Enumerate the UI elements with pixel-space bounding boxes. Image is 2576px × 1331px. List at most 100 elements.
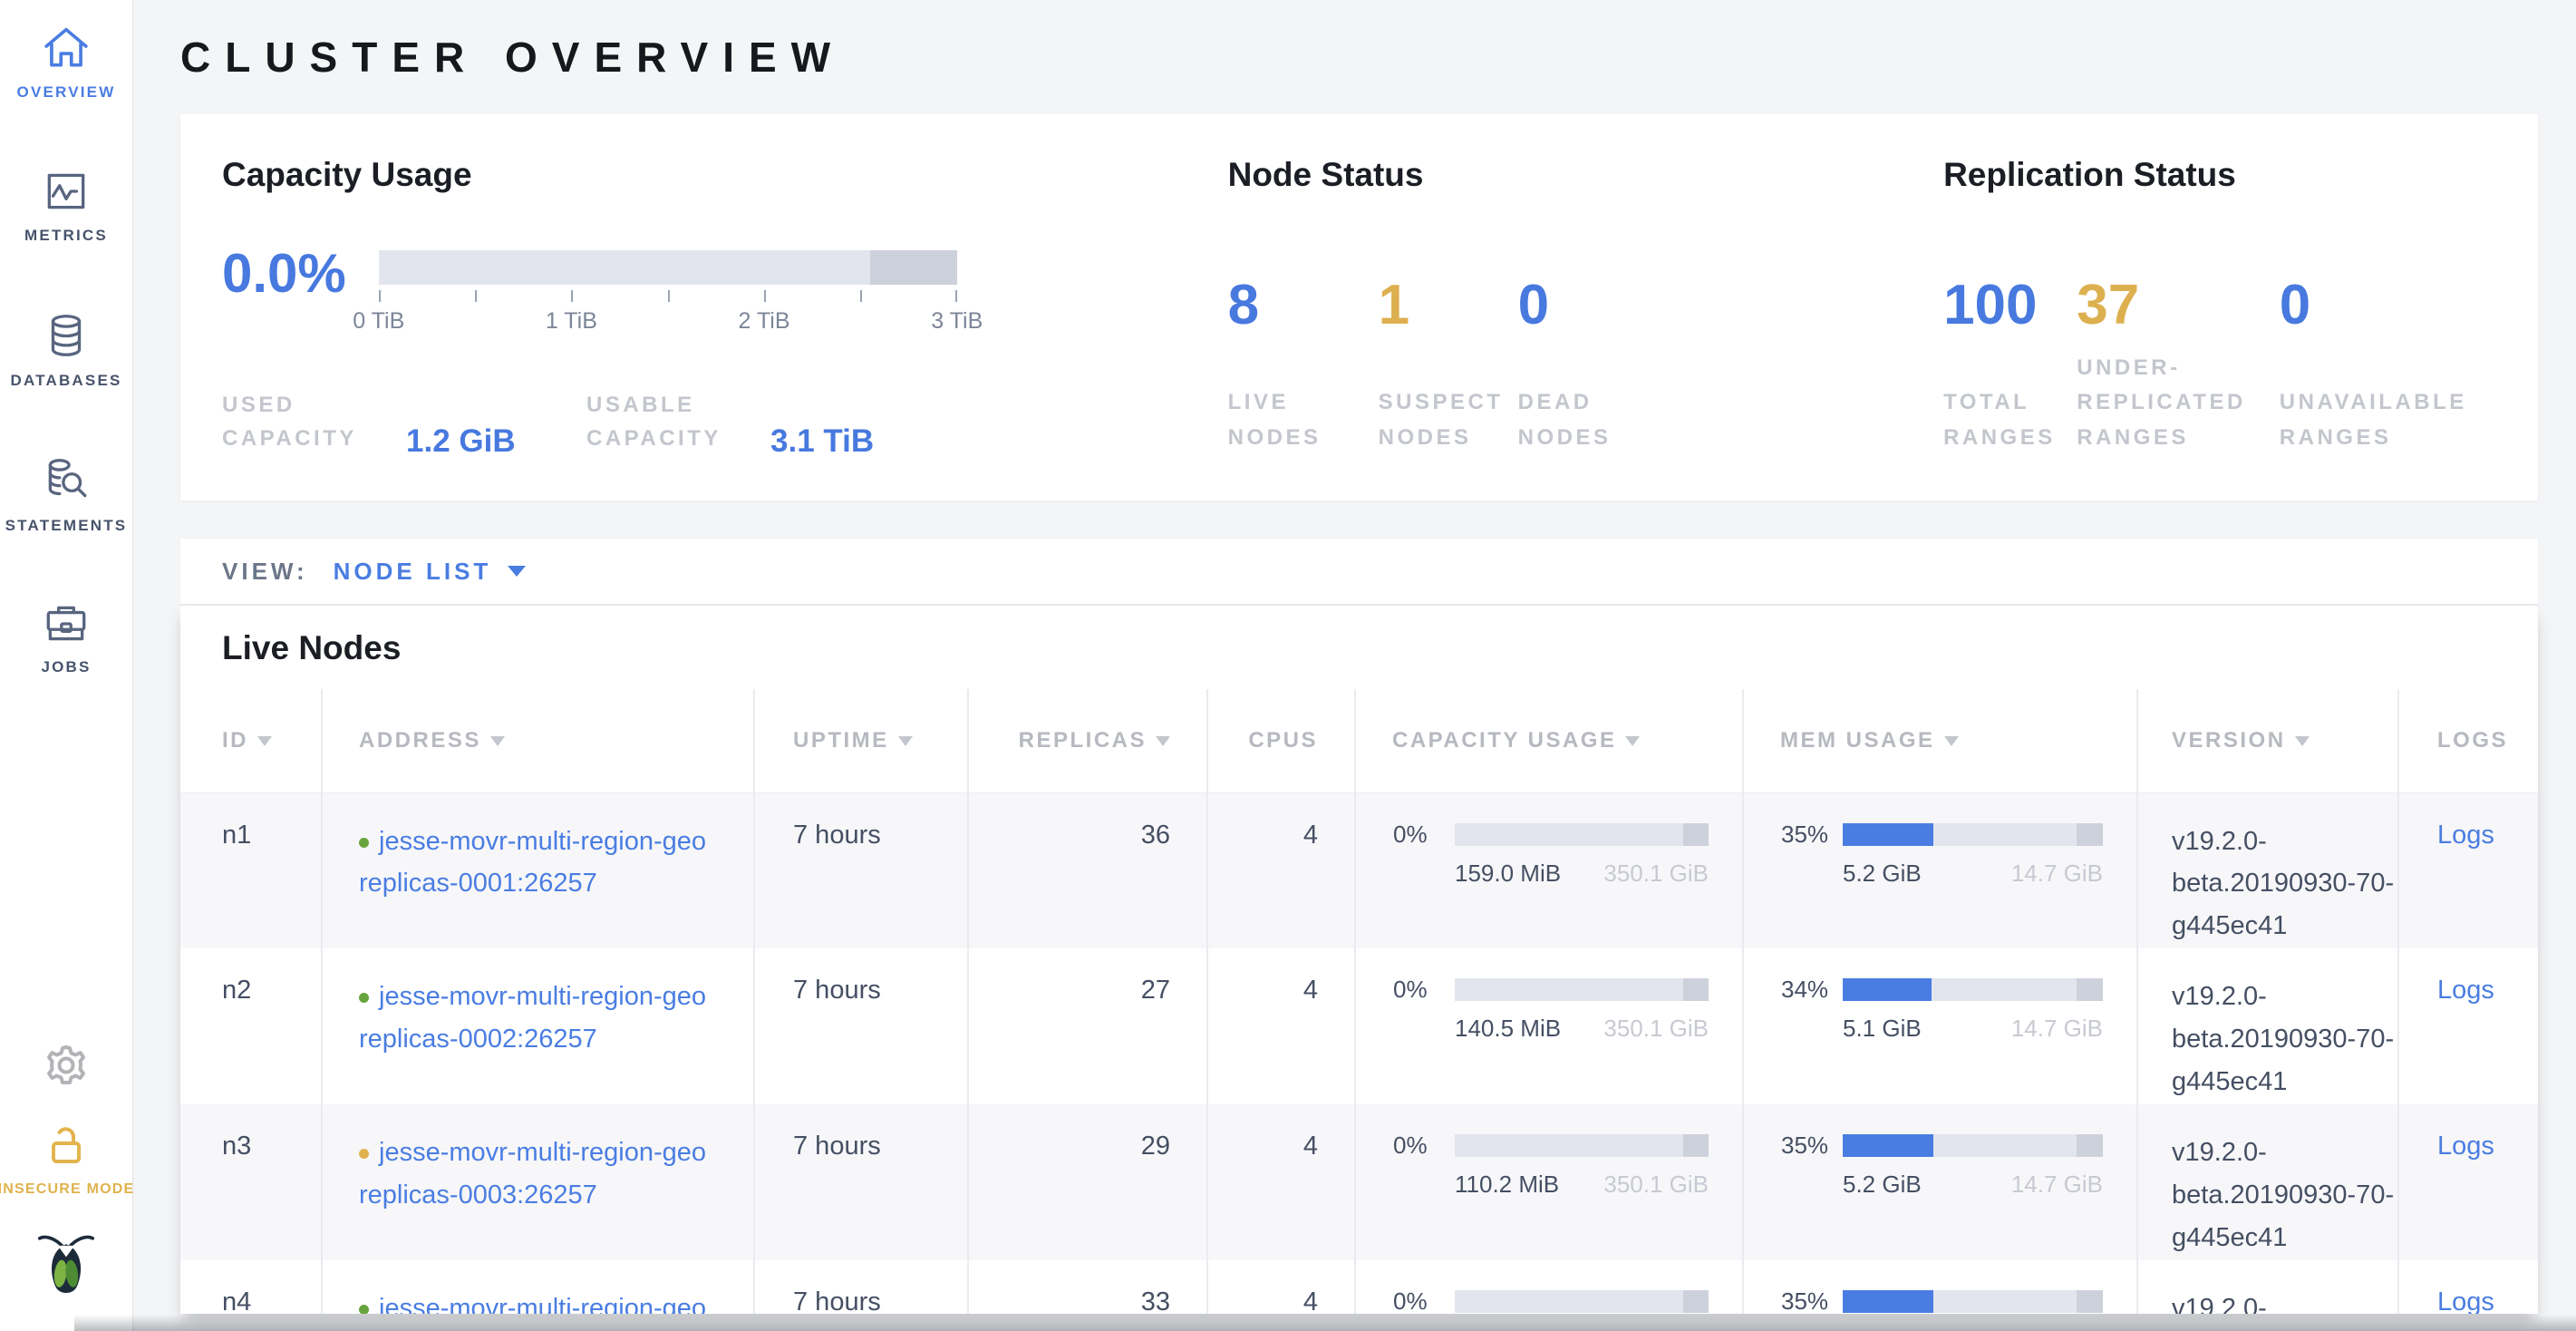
- gauge-tick-label: 2 TiB: [738, 308, 790, 334]
- used-capacity-value: 1.2 GiB: [406, 423, 516, 459]
- capacity-usage-title: Capacity Usage: [222, 156, 472, 193]
- suspect-nodes-stat: 1 SUSPECT NODES: [1379, 194, 1518, 455]
- capacity-used-value: 140.5 MiB: [1455, 1015, 1562, 1043]
- node-address-link[interactable]: jesse-movr-multi-region-geo: [379, 1138, 706, 1168]
- capacity-usage-bar: [1455, 1290, 1709, 1314]
- replication-status-section: Replication Status 100 TOTAL RANGES 37 U…: [1943, 156, 2496, 455]
- sort-arrow-icon: [2294, 735, 2310, 746]
- node-address-cell: jesse-movr-multi-region-geo replicas-000…: [322, 1104, 755, 1261]
- suspect-nodes-count: 1: [1378, 274, 1410, 336]
- sidebar: OVERVIEW METRICS DATABASES: [0, 0, 133, 1331]
- sort-arrow-icon: [1943, 735, 1959, 746]
- sidebar-item-label: DATABASES: [10, 372, 122, 389]
- sidebar-item-label: STATEMENTS: [5, 517, 128, 534]
- suspect-nodes-label: SUSPECT NODES: [1378, 390, 1504, 450]
- column-header-address[interactable]: ADDRESS: [322, 689, 755, 793]
- view-dropdown[interactable]: NODE LIST: [334, 558, 527, 586]
- node-id-cell: n2: [180, 948, 323, 1105]
- metrics-icon: [41, 167, 92, 216]
- node-status-dot: [359, 1305, 369, 1314]
- sort-arrow-icon: [1156, 735, 1170, 746]
- column-header-mem-usage[interactable]: MEM USAGE: [1743, 689, 2138, 793]
- node-capacity-cell: 0% 106.9 MiB 350.1 GiB: [1355, 1260, 1744, 1314]
- memory-usage-bar: [1843, 1134, 2103, 1158]
- sort-arrow-icon: [257, 735, 272, 746]
- node-version-cell: v19.2.0-beta.20190930-70-g445ec41: [2137, 1260, 2399, 1314]
- node-status-section: Node Status 8 LIVE NODES 1 SUSPECT NODES…: [1228, 156, 1943, 455]
- node-address-link[interactable]: jesse-movr-multi-region-geo: [379, 826, 706, 856]
- under-replicated-ranges-label: UNDER-REPLICATED RANGES: [2077, 355, 2246, 450]
- logs-link[interactable]: Logs: [2437, 976, 2494, 1006]
- capacity-percent-label: 0%: [1393, 976, 1428, 1004]
- unavailable-ranges-label: UNAVAILABLE RANGES: [2279, 390, 2467, 450]
- node-status-title: Node Status: [1227, 156, 1424, 193]
- usable-capacity-value: 3.1 TiB: [770, 423, 875, 459]
- node-address-link[interactable]: replicas-0002:26257: [359, 1024, 597, 1054]
- node-status-dot: [359, 993, 369, 1004]
- briefcase-icon: [41, 600, 92, 647]
- column-header-uptime[interactable]: UPTIME: [754, 689, 969, 793]
- gauge-tick-label: 1 TiB: [545, 308, 597, 334]
- sort-arrow-icon: [489, 735, 505, 746]
- sidebar-item-label: METRICS: [24, 227, 108, 244]
- memory-usage-bar: [1843, 978, 2103, 1002]
- sidebar-item-label: JOBS: [41, 658, 92, 675]
- gauge-tick-label: 3 TiB: [931, 308, 983, 334]
- capacity-gauge-reserved-segment: [870, 250, 957, 285]
- sidebar-item-statements[interactable]: STATEMENTS: [5, 455, 128, 535]
- table-row: n1 jesse-movr-multi-region-geo replicas-…: [180, 792, 2538, 949]
- node-status-dot: [359, 837, 369, 848]
- capacity-gauge: 0.0% 0 TiB 1 TiB 2 TiB 3 T: [222, 239, 1228, 335]
- logs-link[interactable]: Logs: [2437, 820, 2494, 850]
- node-id-cell: n3: [180, 1104, 323, 1261]
- column-header-replicas[interactable]: REPLICAS: [968, 689, 1208, 793]
- live-nodes-stat: 8 LIVE NODES: [1228, 194, 1379, 455]
- node-address-link[interactable]: replicas-0003:26257: [359, 1180, 597, 1210]
- usable-capacity-label: USABLE CAPACITY: [586, 392, 721, 451]
- sort-arrow-icon: [1625, 735, 1641, 746]
- node-replicas-cell: 27: [968, 948, 1208, 1105]
- memory-percent-label: 34%: [1781, 976, 1829, 1004]
- node-cpus-cell: 4: [1207, 792, 1356, 949]
- sidebar-item-databases[interactable]: DATABASES: [10, 310, 121, 390]
- node-address-link[interactable]: replicas-0001:26257: [359, 868, 597, 898]
- column-header-capacity-usage[interactable]: CAPACITY USAGE: [1355, 689, 1744, 793]
- capacity-stats: USED CAPACITY 1.2 GiB USABLE CAPACITY 3.…: [222, 388, 1228, 459]
- node-id-cell: n4: [180, 1260, 323, 1314]
- node-memory-cell: 35% 5.2 GiB 14.7 GiB: [1743, 1104, 2138, 1261]
- logs-link[interactable]: Logs: [2437, 1287, 2494, 1314]
- sort-arrow-icon: [897, 735, 913, 746]
- live-nodes-card: Live Nodes ID ADDRESS UPTIME REPLICAS CP…: [180, 606, 2538, 1314]
- capacity-usage-bar: [1455, 978, 1709, 1002]
- cockroachdb-bug-logo: [36, 1229, 96, 1306]
- column-header-version[interactable]: VERSION: [2137, 689, 2399, 793]
- usable-capacity-stat: USABLE CAPACITY 3.1 TiB: [586, 388, 951, 459]
- used-capacity-stat: USED CAPACITY 1.2 GiB: [222, 388, 586, 459]
- sidebar-item-jobs[interactable]: JOBS: [41, 600, 92, 676]
- total-ranges-stat: 100 TOTAL RANGES: [1943, 194, 2077, 455]
- dead-nodes-count: 0: [1517, 274, 1550, 336]
- settings-gear-icon[interactable]: [43, 1042, 90, 1093]
- insecure-mode-label: INSECURE MODE: [0, 1181, 135, 1197]
- node-status-dot: [359, 1149, 369, 1160]
- page-title: CLUSTER OVERVIEW: [180, 34, 846, 81]
- capacity-percent-label: 0%: [1393, 1132, 1428, 1160]
- sidebar-item-overview[interactable]: OVERVIEW: [17, 20, 116, 102]
- table-header-row: ID ADDRESS UPTIME REPLICAS CPUS CAPACITY…: [180, 689, 2538, 793]
- statements-icon: [40, 455, 92, 506]
- live-nodes-label: LIVE NODES: [1227, 390, 1322, 450]
- node-logs-cell: Logs: [2398, 792, 2538, 948]
- sidebar-bottom: INSECURE MODE: [0, 1042, 134, 1306]
- node-id-cell: n1: [180, 792, 323, 949]
- node-address-link[interactable]: jesse-movr-multi-region-geo: [379, 1294, 706, 1314]
- live-nodes-count: 8: [1227, 274, 1260, 336]
- logs-link[interactable]: Logs: [2437, 1132, 2494, 1161]
- node-replicas-cell: 33: [968, 1260, 1208, 1314]
- capacity-usage-section: Capacity Usage 0.0% 0 TiB 1 TiB: [222, 156, 1228, 459]
- column-header-id[interactable]: ID: [180, 689, 323, 793]
- sidebar-item-label: OVERVIEW: [16, 83, 116, 101]
- capacity-total-value: 350.1 GiB: [1603, 859, 1709, 887]
- node-address-link[interactable]: jesse-movr-multi-region-geo: [379, 982, 706, 1012]
- sidebar-item-metrics[interactable]: METRICS: [24, 167, 108, 245]
- node-replicas-cell: 29: [968, 1104, 1208, 1261]
